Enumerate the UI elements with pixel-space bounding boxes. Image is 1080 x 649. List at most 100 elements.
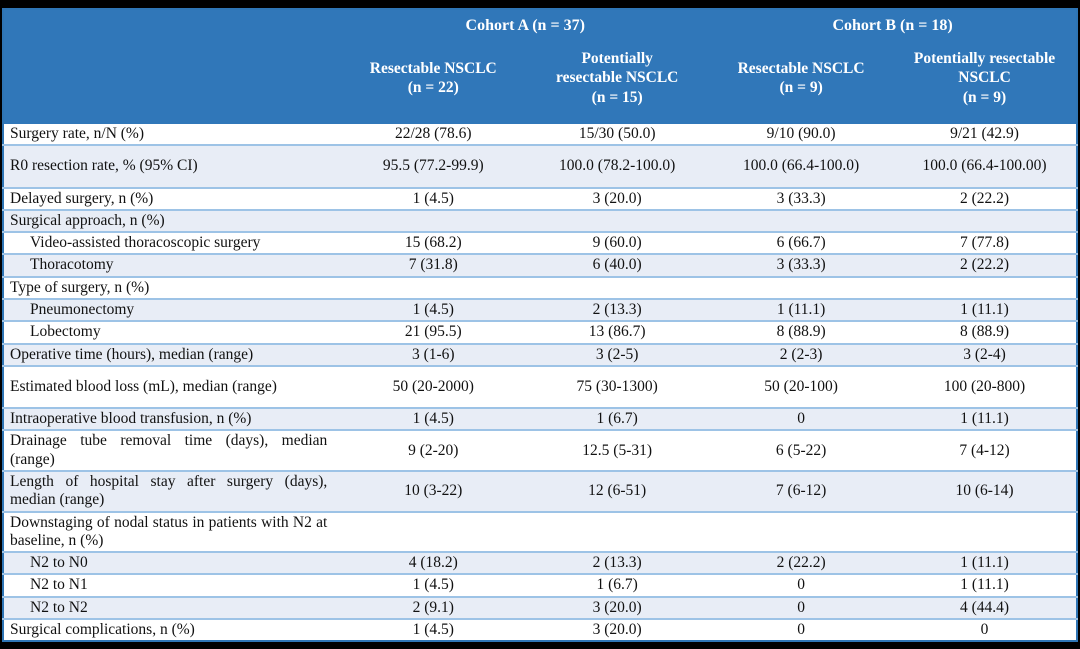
value-cell: 1 (11.1) xyxy=(893,551,1077,575)
row-label: N2 to N0 xyxy=(3,551,342,575)
row-label: Intraoperative blood transfusion, n (%) xyxy=(3,407,342,431)
value-cell: 100.0 (66.4-100.0) xyxy=(709,144,894,188)
row-label: Pneumonectomy xyxy=(3,297,342,322)
value-cell: 4 (44.4) xyxy=(893,595,1077,619)
table-row: Pneumonectomy 1 (4.5) 2 (13.3) 1 (11.1) 1 (1… xyxy=(3,297,1077,322)
value-cell: 2 (13.3) xyxy=(525,551,710,575)
value-cell: 9 (2-20) xyxy=(341,429,526,471)
value-cell: 15/30 (50.0) xyxy=(578,125,656,142)
table-row: Delayed surgery, n (%) 1 (4.5) 3 (20.0) 3 (… xyxy=(3,186,1077,210)
value-cell: 100.0 (78.2-100.0) xyxy=(525,144,710,188)
value-cell: 10 (6-14) xyxy=(893,469,1077,512)
table-row: N2 to N1 1 (4.5) 1 (6.7) 0 1 (11.1) xyxy=(3,573,1077,597)
value-cell: 0 xyxy=(709,595,894,619)
table-row: N2 to N0 4 (18.2) 2 (13.3) 2 (22.2) 1 (11.1) xyxy=(3,551,1077,575)
value-cell: 50 (20-2000) xyxy=(341,364,526,409)
table-row: Estimated blood loss (mL), median (range… xyxy=(3,364,1077,409)
value-cell: 2 (9.1) xyxy=(341,595,526,619)
value-cell xyxy=(525,275,710,299)
table-row: Thoracotomy 7 (31.8) 6 (40.0) 3 (33.3) 2 (22… xyxy=(3,253,1077,277)
table-row: Intraoperative blood transfusion, n (%) 1… xyxy=(3,407,1077,431)
value-cell: 1 (4.5) xyxy=(341,407,526,431)
value-cell: 12.5 (5-31) xyxy=(525,429,710,471)
value-cell xyxy=(525,510,710,553)
column-header-row: Resectable NSCLC (n = 22) Potentially re… xyxy=(3,40,1077,124)
column-header-resectable-b: Resectable NSCLC (n = 9) xyxy=(709,40,894,124)
value-cell: 3 (20.0) xyxy=(525,595,710,619)
row-label: Surgery rate, n/N (%) xyxy=(10,125,145,142)
value-cell: 1 (4.5) xyxy=(341,297,526,322)
value-cell: 0 xyxy=(709,573,894,597)
row-label: Delayed surgery, n (%) xyxy=(3,186,342,210)
value-cell: 100 (20-800) xyxy=(893,364,1077,409)
value-cell: 3 (33.3) xyxy=(709,186,894,210)
column-header-resectable-a: Resectable NSCLC (n = 22) xyxy=(341,40,526,124)
value-cell: 2 (22.2) xyxy=(709,551,894,575)
table-row: Surgical approach, n (%) xyxy=(3,208,1077,233)
value-cell: 1 (11.1) xyxy=(893,407,1077,431)
value-cell xyxy=(341,275,526,299)
value-cell xyxy=(709,208,894,233)
value-cell: 6 (40.0) xyxy=(525,253,710,277)
value-cell xyxy=(893,208,1077,233)
table-row: Downstaging of nodal status in patients … xyxy=(3,510,1077,553)
value-cell: 21 (95.5) xyxy=(341,320,526,344)
value-cell: 22/28 (78.6) xyxy=(394,125,472,142)
value-cell: 2 (2-3) xyxy=(709,342,894,366)
row-label: Downstaging of nodal status in patients … xyxy=(3,510,342,553)
table-row: N2 to N2 2 (9.1) 3 (20.0) 0 4 (44.4) xyxy=(3,595,1077,619)
cohort-a-header: Cohort A (n = 37) xyxy=(341,9,710,40)
row-label: Surgical complications, n (%) xyxy=(3,617,342,642)
value-cell: 1 (6.7) xyxy=(525,407,710,431)
table-row: R0 resection rate, % (95% CI) 95.5 (77.2-… xyxy=(3,144,1077,188)
table-row: Lobectomy 21 (95.5) 13 (86.7) 8 (88.9) 8 (88… xyxy=(3,320,1077,344)
table-body: Surgery rate, n/N (%) 22/28 (78.6) 15/30 (… xyxy=(3,124,1077,642)
value-cell: 7 (4-12) xyxy=(893,429,1077,471)
value-cell: 3 (20.0) xyxy=(525,186,710,210)
row-label: Lobectomy xyxy=(3,320,342,344)
value-cell: 75 (30-1300) xyxy=(525,364,710,409)
cohort-b-header: Cohort B (n = 18) xyxy=(709,9,1077,40)
value-cell: 1 (4.5) xyxy=(341,186,526,210)
column-header-potentially-resectable-a: Potentially resectable NSCLC (n = 15) xyxy=(525,40,710,124)
value-cell: 6 (5-22) xyxy=(709,429,894,471)
value-cell: 50 (20-100) xyxy=(709,364,894,409)
value-cell: 4 (18.2) xyxy=(341,551,526,575)
table-header: Cohort A (n = 37) Cohort B (n = 18) Rese… xyxy=(3,9,1077,124)
value-cell xyxy=(893,275,1077,299)
value-cell xyxy=(525,208,710,233)
header-spacer-cell xyxy=(3,40,342,124)
value-cell: 3 (33.3) xyxy=(709,253,894,277)
value-cell xyxy=(341,208,526,233)
value-cell: 1 (6.7) xyxy=(525,573,710,597)
row-label: Thoracotomy xyxy=(3,253,342,277)
header-spacer-cell xyxy=(3,9,342,40)
value-cell: 2 (13.3) xyxy=(525,297,710,322)
row-label: Length of hospital stay after surgery (d… xyxy=(3,469,342,512)
row-label: Drainage tube removal time (days), media… xyxy=(3,429,342,471)
table-row: Surgical complications, n (%) 1 (4.5) 3 (2… xyxy=(3,617,1077,642)
row-label: Video-assisted thoracoscopic surgery xyxy=(3,231,342,255)
value-cell: 2 (22.2) xyxy=(893,186,1077,210)
value-cell: 100.0 (66.4-100.00) xyxy=(893,144,1077,188)
row-label: Type of surgery, n (%) xyxy=(3,275,342,299)
row-label: N2 to N1 xyxy=(3,573,342,597)
value-cell: 8 (88.9) xyxy=(709,320,894,344)
value-cell: 7 (77.8) xyxy=(893,231,1077,255)
row-label: Surgical approach, n (%) xyxy=(3,208,342,233)
value-cell: 0 xyxy=(893,617,1077,642)
value-cell: 3 (20.0) xyxy=(525,617,710,642)
value-cell: 15 (68.2) xyxy=(341,231,526,255)
row-label: Operative time (hours), median (range) xyxy=(3,342,342,366)
value-cell: 1 (4.5) xyxy=(341,573,526,597)
table-row: Video-assisted thoracoscopic surgery 15 (… xyxy=(3,231,1077,255)
value-cell: 0 xyxy=(709,617,894,642)
row-label: N2 to N2 xyxy=(3,595,342,619)
value-cell xyxy=(709,275,894,299)
value-cell: 2 (22.2) xyxy=(893,253,1077,277)
table-row: Type of surgery, n (%) xyxy=(3,275,1077,299)
surgery-outcomes-table: Cohort A (n = 37) Cohort B (n = 18) Rese… xyxy=(2,8,1078,643)
value-cell: 1 (11.1) xyxy=(709,297,894,322)
column-header-potentially-resectable-b: Potentially resectable NSCLC (n = 9) xyxy=(893,40,1077,124)
cohort-header-row: Cohort A (n = 37) Cohort B (n = 18) xyxy=(3,9,1077,40)
